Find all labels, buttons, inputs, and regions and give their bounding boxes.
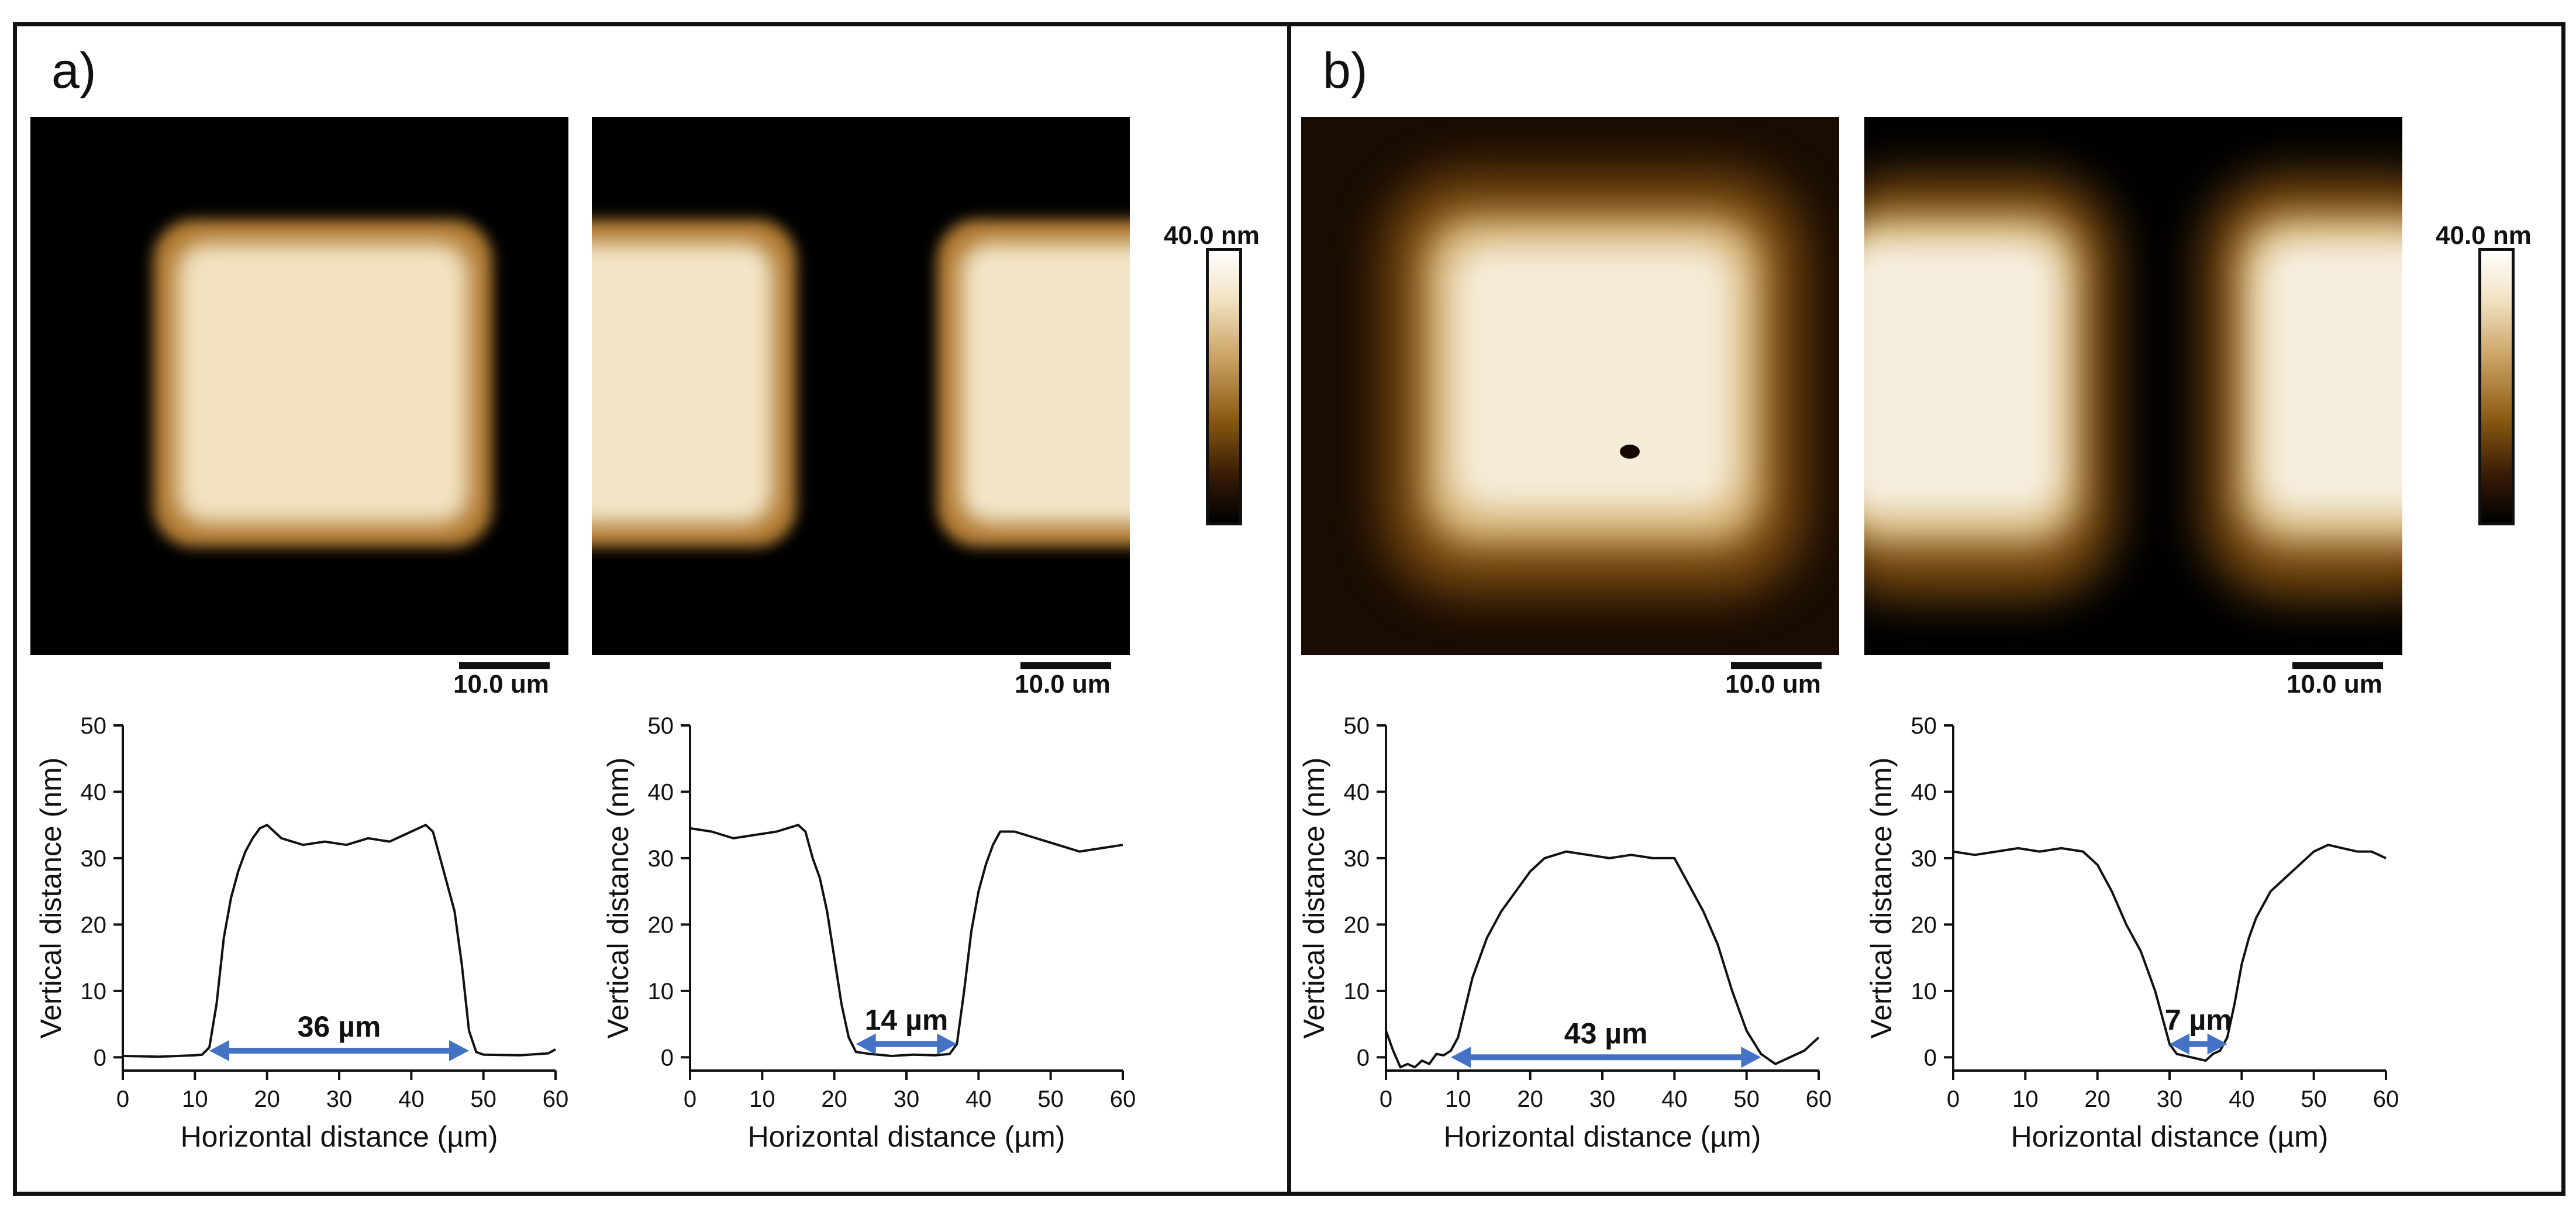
x-tick-label: 30 [894,1086,920,1112]
x-tick-label: 50 [470,1086,496,1112]
width-arrow-head-right [449,1040,469,1061]
scalebar-label-a-left: 10.0 um [453,670,549,699]
profile-chart-a-right: 0 10 20 30 40 50 60 0 10 20 30 40 50 Horizontal dista… [602,714,1136,1153]
width-annotation-label: 43 µm [1564,1017,1648,1050]
scalebar-label-b-left: 10.0 um [1725,670,1821,699]
x-tick-label: 0 [684,1086,696,1112]
y-tick-label: 50 [1344,714,1370,739]
x-tick-label: 50 [1037,1086,1064,1112]
colorbar-a [1206,248,1242,525]
colorbar-label-b: 40.0 nm [2436,221,2532,250]
scalebar-label-a-right: 10.0 um [1015,670,1111,699]
colorbar-b [2478,248,2515,525]
x-tick-label: 0 [1947,1086,1960,1112]
y-tick-label: 30 [648,846,674,872]
x-tick-label: 30 [1589,1086,1616,1112]
afm-image-a-right [592,117,1130,655]
x-tick-label: 0 [116,1086,129,1112]
x-tick-label: 20 [2084,1086,2111,1112]
y-tick-label: 30 [1911,846,1937,872]
y-tick-label: 10 [648,979,674,1004]
x-tick-label: 60 [1806,1086,1832,1112]
y-axis-label: Vertical distance (nm) [602,758,634,1039]
y-tick-label: 40 [1911,779,1937,805]
x-axis-label: Horizontal distance (µm) [1444,1120,1761,1153]
panel-b-label: b) [1323,43,1368,99]
x-axis-label: Horizontal distance (µm) [181,1120,498,1153]
x-tick-label: 10 [2012,1086,2039,1112]
x-tick-label: 30 [326,1086,353,1112]
x-tick-label: 0 [1380,1086,1392,1112]
y-tick-label: 10 [1344,979,1370,1004]
scalebar-b-left [1731,662,1822,669]
profile-line [689,824,1123,1057]
scalebar-b-right [2292,662,2383,669]
y-tick-label: 40 [81,779,107,805]
y-tick-label: 0 [94,1045,106,1071]
y-axis-label: Vertical distance (nm) [1298,758,1330,1039]
x-tick-label: 20 [254,1086,280,1112]
x-tick-label: 10 [1445,1086,1471,1112]
y-axis-label: Vertical distance (nm) [35,758,67,1039]
x-axis-label: Horizontal distance (µm) [2011,1120,2329,1153]
afm-image-b-right [1864,117,2402,655]
profile-line [1385,850,1820,1069]
panel-a-label: a) [51,43,96,99]
x-tick-label: 60 [543,1086,569,1112]
y-axis-label: Vertical distance (nm) [1865,758,1898,1039]
profile-chart-b-left: 0 10 20 30 40 50 60 0 10 20 30 40 50 Horizontal dista… [1298,714,1832,1153]
width-arrow-head-left [1451,1047,1471,1068]
width-annotation-label: 7 µm [2165,1004,2232,1037]
scalebar-label-b-right: 10.0 um [2287,670,2382,699]
y-tick-label: 40 [648,779,674,805]
width-arrow-head-right [1741,1047,1761,1068]
profile-chart-b-right: 0 10 20 30 40 50 60 0 10 20 30 40 50 Horizontal dista… [1865,714,2399,1153]
scalebar-a-left [459,662,550,669]
afm-image-a-left [30,117,568,655]
y-tick-label: 20 [81,912,107,938]
y-tick-label: 20 [1911,912,1937,938]
x-tick-label: 60 [1110,1086,1136,1112]
afm-image-b-left [1301,117,1839,655]
panel-b-frame [1287,22,2565,1196]
y-tick-label: 50 [81,714,107,739]
y-tick-label: 40 [1344,779,1370,805]
x-tick-label: 10 [182,1086,208,1112]
x-tick-label: 40 [398,1086,425,1112]
x-tick-label: 40 [965,1086,992,1112]
profile-line [1953,844,2387,1062]
scalebar-a-right [1020,662,1111,669]
y-tick-label: 0 [1357,1045,1370,1071]
x-tick-label: 40 [2229,1086,2255,1112]
x-tick-label: 40 [1661,1086,1688,1112]
y-tick-label: 20 [1344,912,1370,938]
y-tick-label: 50 [1911,714,1937,739]
width-arrow-head-right [2207,1033,2227,1055]
y-tick-label: 0 [661,1045,674,1071]
x-tick-label: 50 [1733,1086,1760,1112]
y-tick-label: 20 [648,912,674,938]
width-arrow-head-left [2170,1033,2189,1055]
x-tick-label: 20 [821,1086,847,1112]
y-tick-label: 50 [648,714,674,739]
y-tick-label: 30 [1344,846,1370,872]
x-axis-label: Horizontal distance (µm) [748,1120,1065,1153]
y-tick-label: 10 [1911,979,1937,1004]
y-tick-label: 0 [1924,1045,1937,1071]
x-tick-label: 30 [2157,1086,2183,1112]
profile-chart-a-left: 0 10 20 30 40 50 60 0 10 20 30 40 50 Horizontal dista… [35,714,569,1153]
x-tick-label: 50 [2301,1086,2327,1112]
width-arrow-head-left [209,1040,229,1061]
width-annotation-label: 14 µm [865,1004,949,1037]
width-arrow-head-right [937,1033,957,1055]
x-tick-label: 60 [2373,1086,2399,1112]
y-tick-label: 30 [81,846,107,872]
x-tick-label: 10 [749,1086,775,1112]
profile-line [122,824,556,1058]
x-tick-label: 20 [1517,1086,1543,1112]
width-annotation-label: 36 µm [298,1010,381,1043]
width-arrow-head-left [856,1033,876,1055]
colorbar-label-a: 40.0 nm [1164,221,1260,250]
y-tick-label: 10 [81,979,107,1004]
